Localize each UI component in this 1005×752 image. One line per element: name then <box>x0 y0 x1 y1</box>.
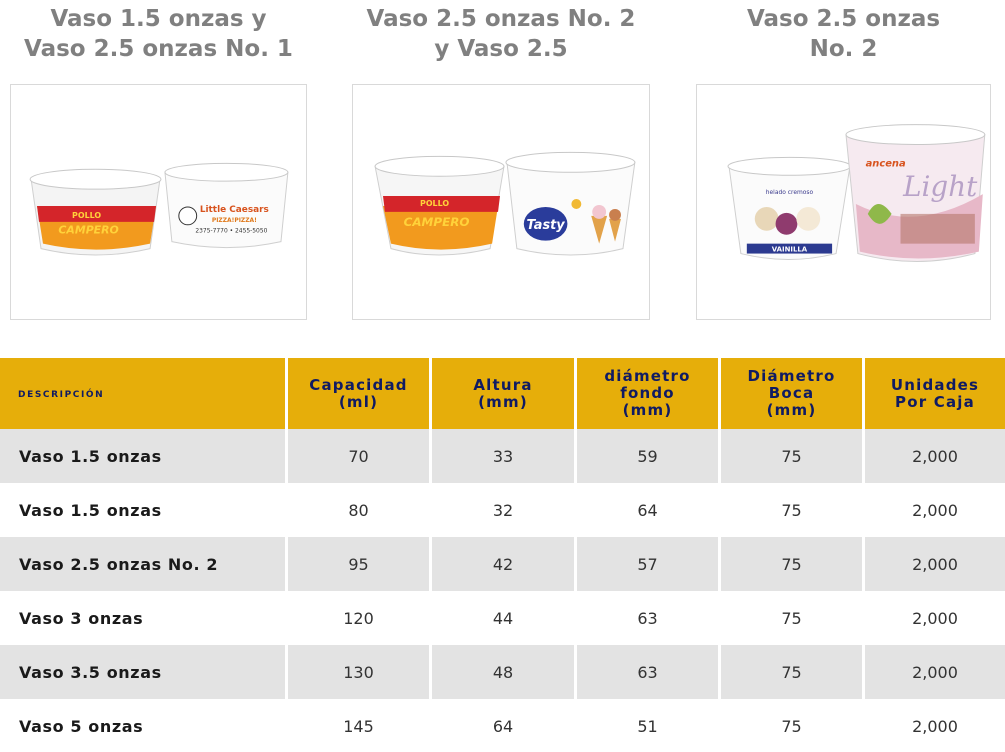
cell-capacidad: 80 <box>288 483 432 537</box>
svg-text:POLLO: POLLO <box>72 211 101 220</box>
svg-text:2375-7770 • 2455-5050: 2375-7770 • 2455-5050 <box>195 228 267 235</box>
svg-text:PIZZA!PIZZA!: PIZZA!PIZZA! <box>212 217 257 224</box>
cell-diametro-boca: 75 <box>721 591 865 645</box>
header-capacidad: Capacidad (ml) <box>288 358 432 429</box>
svg-text:Tasty: Tasty <box>527 218 566 233</box>
product-image-2: POLLO CAMPERO Tasty <box>352 84 650 320</box>
table-row: Vaso 3.5 onzas 130 48 63 75 2,000 <box>0 645 1005 699</box>
cell-diametro-boca: 75 <box>721 429 865 483</box>
cell-diametro-fondo: 59 <box>577 429 721 483</box>
cell-unidades: 2,000 <box>865 483 1005 537</box>
table-row: Vaso 2.5 onzas No. 2 95 42 57 75 2,000 <box>0 537 1005 591</box>
cell-capacidad: 95 <box>288 537 432 591</box>
svg-text:Light: Light <box>902 170 978 203</box>
cell-altura: 44 <box>432 591 577 645</box>
header-descripcion: descripción <box>0 358 288 429</box>
cell-diametro-fondo: 57 <box>577 537 721 591</box>
cell-unidades: 2,000 <box>865 429 1005 483</box>
product-image-3: helado cremoso VAINILLA ancena Light <box>696 84 991 320</box>
svg-text:VAINILLA: VAINILLA <box>772 246 808 254</box>
cell-descripcion: Vaso 5 onzas <box>0 699 288 752</box>
table-row: Vaso 3 onzas 120 44 63 75 2,000 <box>0 591 1005 645</box>
cell-altura: 48 <box>432 645 577 699</box>
cell-diametro-fondo: 63 <box>577 645 721 699</box>
svg-text:POLLO: POLLO <box>420 199 449 208</box>
cell-descripcion: Vaso 2.5 onzas No. 2 <box>0 537 288 591</box>
specifications-table: descripción Capacidad (ml) Altura (mm) diá… <box>0 358 1005 752</box>
table-row: Vaso 5 onzas 145 64 51 75 2,000 <box>0 699 1005 752</box>
cell-descripcion: Vaso 3 onzas <box>0 591 288 645</box>
svg-text:ancena: ancena <box>866 158 906 169</box>
cell-capacidad: 70 <box>288 429 432 483</box>
cell-altura: 32 <box>432 483 577 537</box>
header-altura: Altura (mm) <box>432 358 577 429</box>
cell-diametro-fondo: 51 <box>577 699 721 752</box>
table-row: Vaso 1.5 onzas 70 33 59 75 2,000 <box>0 429 1005 483</box>
cell-diametro-fondo: 64 <box>577 483 721 537</box>
table-header-row: descripción Capacidad (ml) Altura (mm) diá… <box>0 358 1005 429</box>
cell-altura: 64 <box>432 699 577 752</box>
product-title-3-line2: No. 2 <box>809 36 878 62</box>
cell-capacidad: 120 <box>288 591 432 645</box>
cell-unidades: 2,000 <box>865 645 1005 699</box>
product-title-1-line2: Vaso 2.5 onzas No. 1 <box>24 36 293 62</box>
cups-vainilla-light-image: helado cremoso VAINILLA ancena Light <box>727 124 986 262</box>
cell-descripcion: Vaso 1.5 onzas <box>0 483 288 537</box>
svg-text:CAMPERO: CAMPERO <box>404 215 470 229</box>
svg-text:Little Caesars: Little Caesars <box>200 205 269 215</box>
cell-diametro-fondo: 63 <box>577 591 721 645</box>
product-title-3-line1: Vaso 2.5 onzas <box>746 6 941 32</box>
cell-diametro-boca: 75 <box>721 645 865 699</box>
product-title-1-line1: Vaso 1.5 onzas y <box>50 6 267 32</box>
cell-diametro-boca: 75 <box>721 483 865 537</box>
cell-unidades: 2,000 <box>865 699 1005 752</box>
cell-descripcion: Vaso 3.5 onzas <box>0 645 288 699</box>
cell-capacidad: 130 <box>288 645 432 699</box>
header-diametro-boca: Diámetro Boca (mm) <box>721 358 865 429</box>
header-diametro-fondo: diámetro fondo (mm) <box>577 358 721 429</box>
cups-pollo-campero-tasty-image: POLLO CAMPERO Tasty <box>374 151 636 256</box>
svg-text:helado cremoso: helado cremoso <box>766 189 814 196</box>
cell-diametro-boca: 75 <box>721 537 865 591</box>
cell-unidades: 2,000 <box>865 591 1005 645</box>
cups-pollo-campero-little-caesars-image: POLLO CAMPERO Little Caesars PIZZA!PIZZA… <box>29 162 289 256</box>
product-title-3: Vaso 2.5 onzas No. 2 <box>696 4 991 64</box>
product-title-2-line2: y Vaso 2.5 <box>434 36 568 62</box>
product-image-1: POLLO CAMPERO Little Caesars PIZZA!PIZZA… <box>10 84 307 320</box>
cell-descripcion: Vaso 1.5 onzas <box>0 429 288 483</box>
product-title-2: Vaso 2.5 onzas No. 2 y Vaso 2.5 <box>352 4 650 64</box>
header-unidades-por-caja: Unidades Por Caja <box>865 358 1005 429</box>
cell-altura: 33 <box>432 429 577 483</box>
cell-unidades: 2,000 <box>865 537 1005 591</box>
product-title-2-line1: Vaso 2.5 onzas No. 2 <box>366 6 636 32</box>
cell-altura: 42 <box>432 537 577 591</box>
cell-diametro-boca: 75 <box>721 699 865 752</box>
svg-text:CAMPERO: CAMPERO <box>58 224 118 237</box>
cell-capacidad: 145 <box>288 699 432 752</box>
table-row: Vaso 1.5 onzas 80 32 64 75 2,000 <box>0 483 1005 537</box>
product-title-1: Vaso 1.5 onzas y Vaso 2.5 onzas No. 1 <box>10 4 307 64</box>
